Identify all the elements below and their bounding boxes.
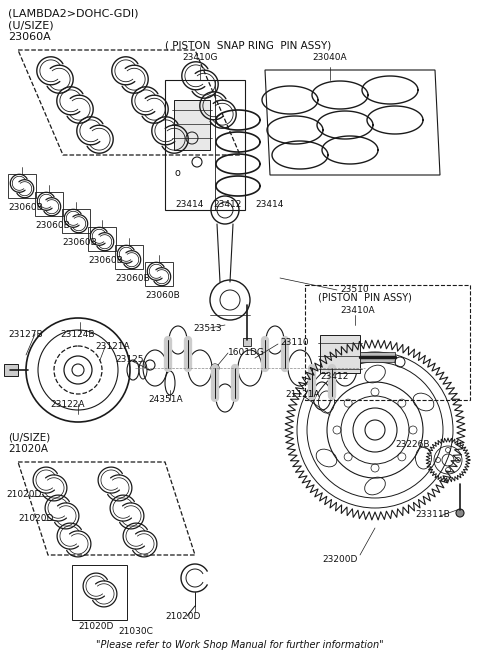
Text: 23412: 23412 <box>321 372 349 381</box>
Text: 23410G: 23410G <box>182 53 218 62</box>
Text: 23060B: 23060B <box>115 274 150 283</box>
Text: 23410A: 23410A <box>340 306 374 315</box>
Text: 23060B: 23060B <box>8 203 43 212</box>
Text: 21020D: 21020D <box>78 622 113 631</box>
Text: 21121A: 21121A <box>285 390 320 399</box>
Text: ( PISTON  SNAP RING  PIN ASSY): ( PISTON SNAP RING PIN ASSY) <box>165 40 331 50</box>
Text: 23127B: 23127B <box>8 330 43 339</box>
Text: 23060B: 23060B <box>88 256 123 265</box>
Bar <box>72 565 127 620</box>
Text: 23125: 23125 <box>115 355 144 364</box>
Text: 23124B: 23124B <box>60 330 95 339</box>
Text: 23060B: 23060B <box>35 221 70 230</box>
Bar <box>360 352 395 362</box>
Text: 21020D: 21020D <box>165 612 200 621</box>
Text: 21020D: 21020D <box>18 514 53 523</box>
Bar <box>165 80 245 210</box>
Text: o: o <box>174 168 180 178</box>
Text: 23040A: 23040A <box>312 53 348 62</box>
Text: 23513: 23513 <box>193 324 222 333</box>
Text: 21020A: 21020A <box>8 444 48 454</box>
Circle shape <box>456 509 464 517</box>
Text: (U/SIZE): (U/SIZE) <box>8 20 54 30</box>
Text: 23121A: 23121A <box>95 342 130 351</box>
Text: 23311B: 23311B <box>415 510 450 519</box>
Text: 23060B: 23060B <box>62 238 97 247</box>
Text: 23060A: 23060A <box>8 32 51 42</box>
Text: 23060B: 23060B <box>145 291 180 300</box>
Text: 23226B: 23226B <box>395 440 430 449</box>
Text: 23200D: 23200D <box>322 555 358 564</box>
Bar <box>4 364 18 376</box>
Text: (U/SIZE): (U/SIZE) <box>8 432 50 442</box>
Bar <box>115 245 143 269</box>
Text: "Please refer to Work Shop Manual for further information": "Please refer to Work Shop Manual for fu… <box>96 640 384 650</box>
Text: (PISTON  PIN ASSY): (PISTON PIN ASSY) <box>318 292 412 302</box>
Bar <box>174 100 210 150</box>
Bar <box>88 227 116 251</box>
Bar <box>145 262 173 286</box>
Bar <box>320 335 360 373</box>
Bar <box>305 285 470 400</box>
Text: 23510: 23510 <box>340 285 369 294</box>
Bar <box>35 192 63 216</box>
Text: 21030C: 21030C <box>118 627 153 636</box>
Text: (LAMBDA2>DOHC-GDI): (LAMBDA2>DOHC-GDI) <box>8 8 139 18</box>
Bar <box>62 209 90 233</box>
Text: 1601DG: 1601DG <box>228 348 265 357</box>
Text: 23412: 23412 <box>214 200 242 209</box>
Text: 23122A: 23122A <box>50 400 84 409</box>
Text: 24351A: 24351A <box>148 395 182 404</box>
Text: 23414: 23414 <box>176 200 204 209</box>
Text: 21020D: 21020D <box>6 490 41 499</box>
Bar <box>8 174 36 198</box>
Bar <box>243 338 251 346</box>
Text: 23414: 23414 <box>256 200 284 209</box>
Text: 23110: 23110 <box>280 338 309 347</box>
